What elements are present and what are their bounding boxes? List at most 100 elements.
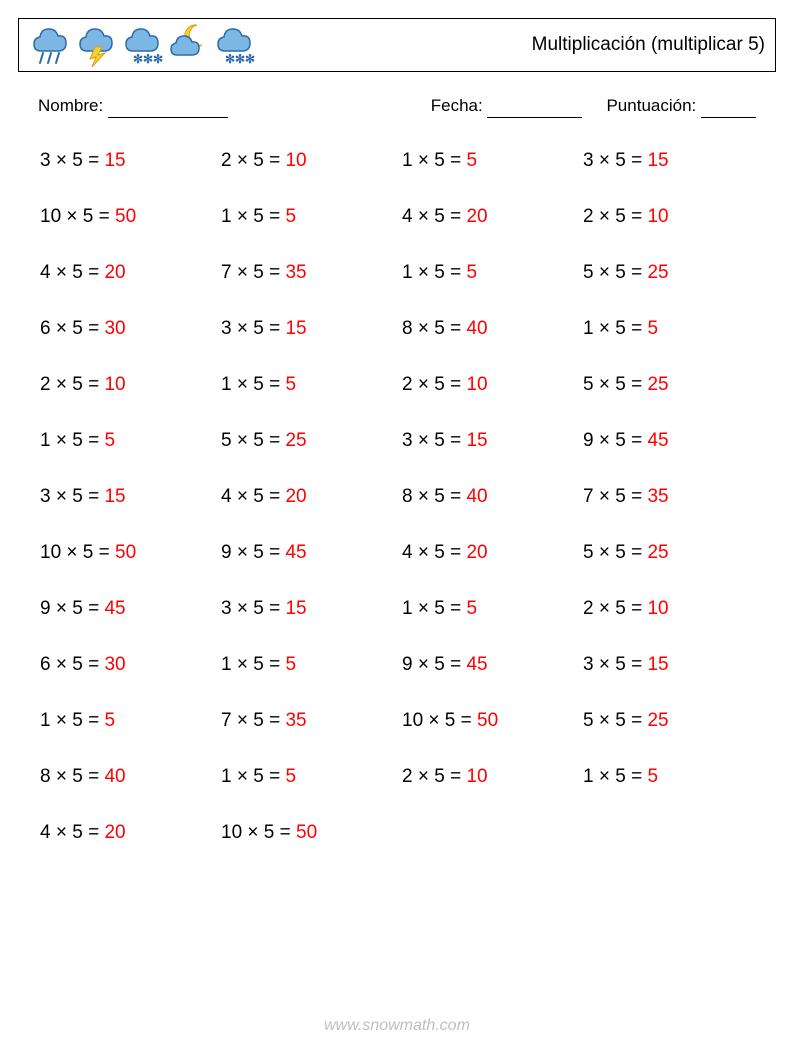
problem-expression: 10 × 5 = bbox=[40, 206, 115, 227]
problem-expression: 3 × 5 = bbox=[40, 150, 104, 171]
problem-cell: 2 × 5 = 10 bbox=[40, 374, 221, 396]
problem-expression: 5 × 5 = bbox=[583, 262, 647, 283]
problem-expression: 3 × 5 = bbox=[583, 150, 647, 171]
problem-answer: 50 bbox=[115, 206, 136, 227]
svg-text:✻: ✻ bbox=[245, 52, 255, 66]
problem-answer: 25 bbox=[647, 542, 668, 563]
problem-expression: 2 × 5 = bbox=[221, 150, 285, 171]
snow-icon: ✻ ✻ ✻ bbox=[121, 23, 165, 67]
problem-cell: 8 × 5 = 40 bbox=[402, 318, 583, 340]
problem-answer: 20 bbox=[104, 262, 125, 283]
problem-expression: 7 × 5 = bbox=[583, 486, 647, 507]
problem-expression: 4 × 5 = bbox=[40, 262, 104, 283]
problem-expression: 2 × 5 = bbox=[402, 766, 466, 787]
problem-cell: 3 × 5 = 15 bbox=[40, 150, 221, 172]
problem-expression: 1 × 5 = bbox=[221, 374, 285, 395]
problem-cell: 2 × 5 = 10 bbox=[221, 150, 402, 172]
problem-expression: 2 × 5 = bbox=[583, 598, 647, 619]
problem-expression: 8 × 5 = bbox=[402, 318, 466, 339]
problem-expression: 5 × 5 = bbox=[583, 542, 647, 563]
problem-cell: 7 × 5 = 35 bbox=[221, 710, 402, 732]
problem-expression: 3 × 5 = bbox=[583, 654, 647, 675]
problem-answer: 15 bbox=[466, 430, 487, 451]
problem-expression: 1 × 5 = bbox=[583, 318, 647, 339]
problem-cell: 1 × 5 = 5 bbox=[221, 206, 402, 228]
problem-expression: 7 × 5 = bbox=[221, 262, 285, 283]
name-label: Nombre: bbox=[38, 96, 103, 115]
svg-text:✻: ✻ bbox=[133, 52, 143, 66]
date-field: Fecha: bbox=[431, 96, 583, 116]
problem-answer: 5 bbox=[285, 374, 296, 395]
footer-watermark: www.snowmath.com bbox=[0, 1017, 794, 1035]
problem-answer: 5 bbox=[466, 150, 477, 171]
problem-cell: 1 × 5 = 5 bbox=[402, 262, 583, 284]
problem-answer: 5 bbox=[647, 766, 658, 787]
date-label: Fecha: bbox=[431, 96, 483, 115]
problem-cell: 2 × 5 = 10 bbox=[583, 206, 764, 228]
problem-expression: 3 × 5 = bbox=[402, 430, 466, 451]
problem-answer: 45 bbox=[466, 654, 487, 675]
problem-answer: 30 bbox=[104, 654, 125, 675]
problem-answer: 5 bbox=[466, 598, 477, 619]
svg-text:✻: ✻ bbox=[153, 52, 163, 66]
problem-cell: 1 × 5 = 5 bbox=[221, 654, 402, 676]
svg-text:✻: ✻ bbox=[235, 52, 245, 66]
lightning-icon bbox=[75, 23, 119, 67]
problem-expression: 8 × 5 = bbox=[402, 486, 466, 507]
problem-cell bbox=[402, 822, 583, 844]
problem-expression: 10 × 5 = bbox=[40, 542, 115, 563]
problem-cell: 1 × 5 = 5 bbox=[402, 150, 583, 172]
problem-cell: 3 × 5 = 15 bbox=[583, 150, 764, 172]
problem-cell: 7 × 5 = 35 bbox=[583, 486, 764, 508]
problem-answer: 35 bbox=[285, 262, 306, 283]
problem-answer: 35 bbox=[647, 486, 668, 507]
problem-expression: 3 × 5 = bbox=[40, 486, 104, 507]
problem-cell: 1 × 5 = 5 bbox=[221, 766, 402, 788]
problem-cell: 2 × 5 = 10 bbox=[402, 374, 583, 396]
problem-answer: 25 bbox=[647, 374, 668, 395]
problem-answer: 25 bbox=[285, 430, 306, 451]
problem-cell: 7 × 5 = 35 bbox=[221, 262, 402, 284]
problem-answer: 10 bbox=[104, 374, 125, 395]
problem-expression: 6 × 5 = bbox=[40, 654, 104, 675]
problem-answer: 15 bbox=[285, 598, 306, 619]
problem-cell: 5 × 5 = 25 bbox=[583, 374, 764, 396]
problem-answer: 5 bbox=[104, 430, 115, 451]
problem-expression: 4 × 5 = bbox=[402, 206, 466, 227]
problem-answer: 35 bbox=[285, 710, 306, 731]
problem-cell: 8 × 5 = 40 bbox=[40, 766, 221, 788]
problem-expression: 1 × 5 = bbox=[402, 150, 466, 171]
problem-cell: 3 × 5 = 15 bbox=[221, 598, 402, 620]
problem-cell: 2 × 5 = 10 bbox=[583, 598, 764, 620]
problem-answer: 10 bbox=[647, 598, 668, 619]
svg-text:✻: ✻ bbox=[225, 52, 235, 66]
problem-cell: 9 × 5 = 45 bbox=[40, 598, 221, 620]
meta-row: Nombre: Fecha: Puntuación: bbox=[38, 96, 756, 116]
problem-cell: 5 × 5 = 25 bbox=[583, 542, 764, 564]
problem-answer: 5 bbox=[285, 654, 296, 675]
problem-cell: 4 × 5 = 20 bbox=[40, 262, 221, 284]
worksheet-page: ✻ ✻ ✻ ✻ ✻ ✻ Multiplicación (multiplicar … bbox=[0, 0, 794, 1053]
problem-cell: 1 × 5 = 5 bbox=[402, 598, 583, 620]
problem-cell: 5 × 5 = 25 bbox=[221, 430, 402, 452]
problem-answer: 40 bbox=[104, 766, 125, 787]
problem-expression: 5 × 5 = bbox=[583, 374, 647, 395]
problem-answer: 15 bbox=[104, 486, 125, 507]
problem-cell: 9 × 5 = 45 bbox=[221, 542, 402, 564]
name-blank bbox=[108, 99, 228, 118]
problem-cell: 3 × 5 = 15 bbox=[40, 486, 221, 508]
problem-expression: 4 × 5 = bbox=[402, 542, 466, 563]
problem-answer: 20 bbox=[104, 822, 125, 843]
problem-answer: 5 bbox=[466, 262, 477, 283]
snow-icon: ✻ ✻ ✻ bbox=[213, 23, 257, 67]
problem-expression: 1 × 5 = bbox=[402, 598, 466, 619]
problem-cell: 2 × 5 = 10 bbox=[402, 766, 583, 788]
problem-answer: 45 bbox=[647, 430, 668, 451]
problem-answer: 45 bbox=[104, 598, 125, 619]
problems-grid: 3 × 5 = 152 × 5 = 101 × 5 = 53 × 5 = 151… bbox=[40, 150, 764, 844]
date-blank bbox=[487, 99, 582, 118]
problem-answer: 25 bbox=[647, 710, 668, 731]
problem-cell: 9 × 5 = 45 bbox=[583, 430, 764, 452]
problem-cell: 4 × 5 = 20 bbox=[40, 822, 221, 844]
problem-expression: 2 × 5 = bbox=[40, 374, 104, 395]
